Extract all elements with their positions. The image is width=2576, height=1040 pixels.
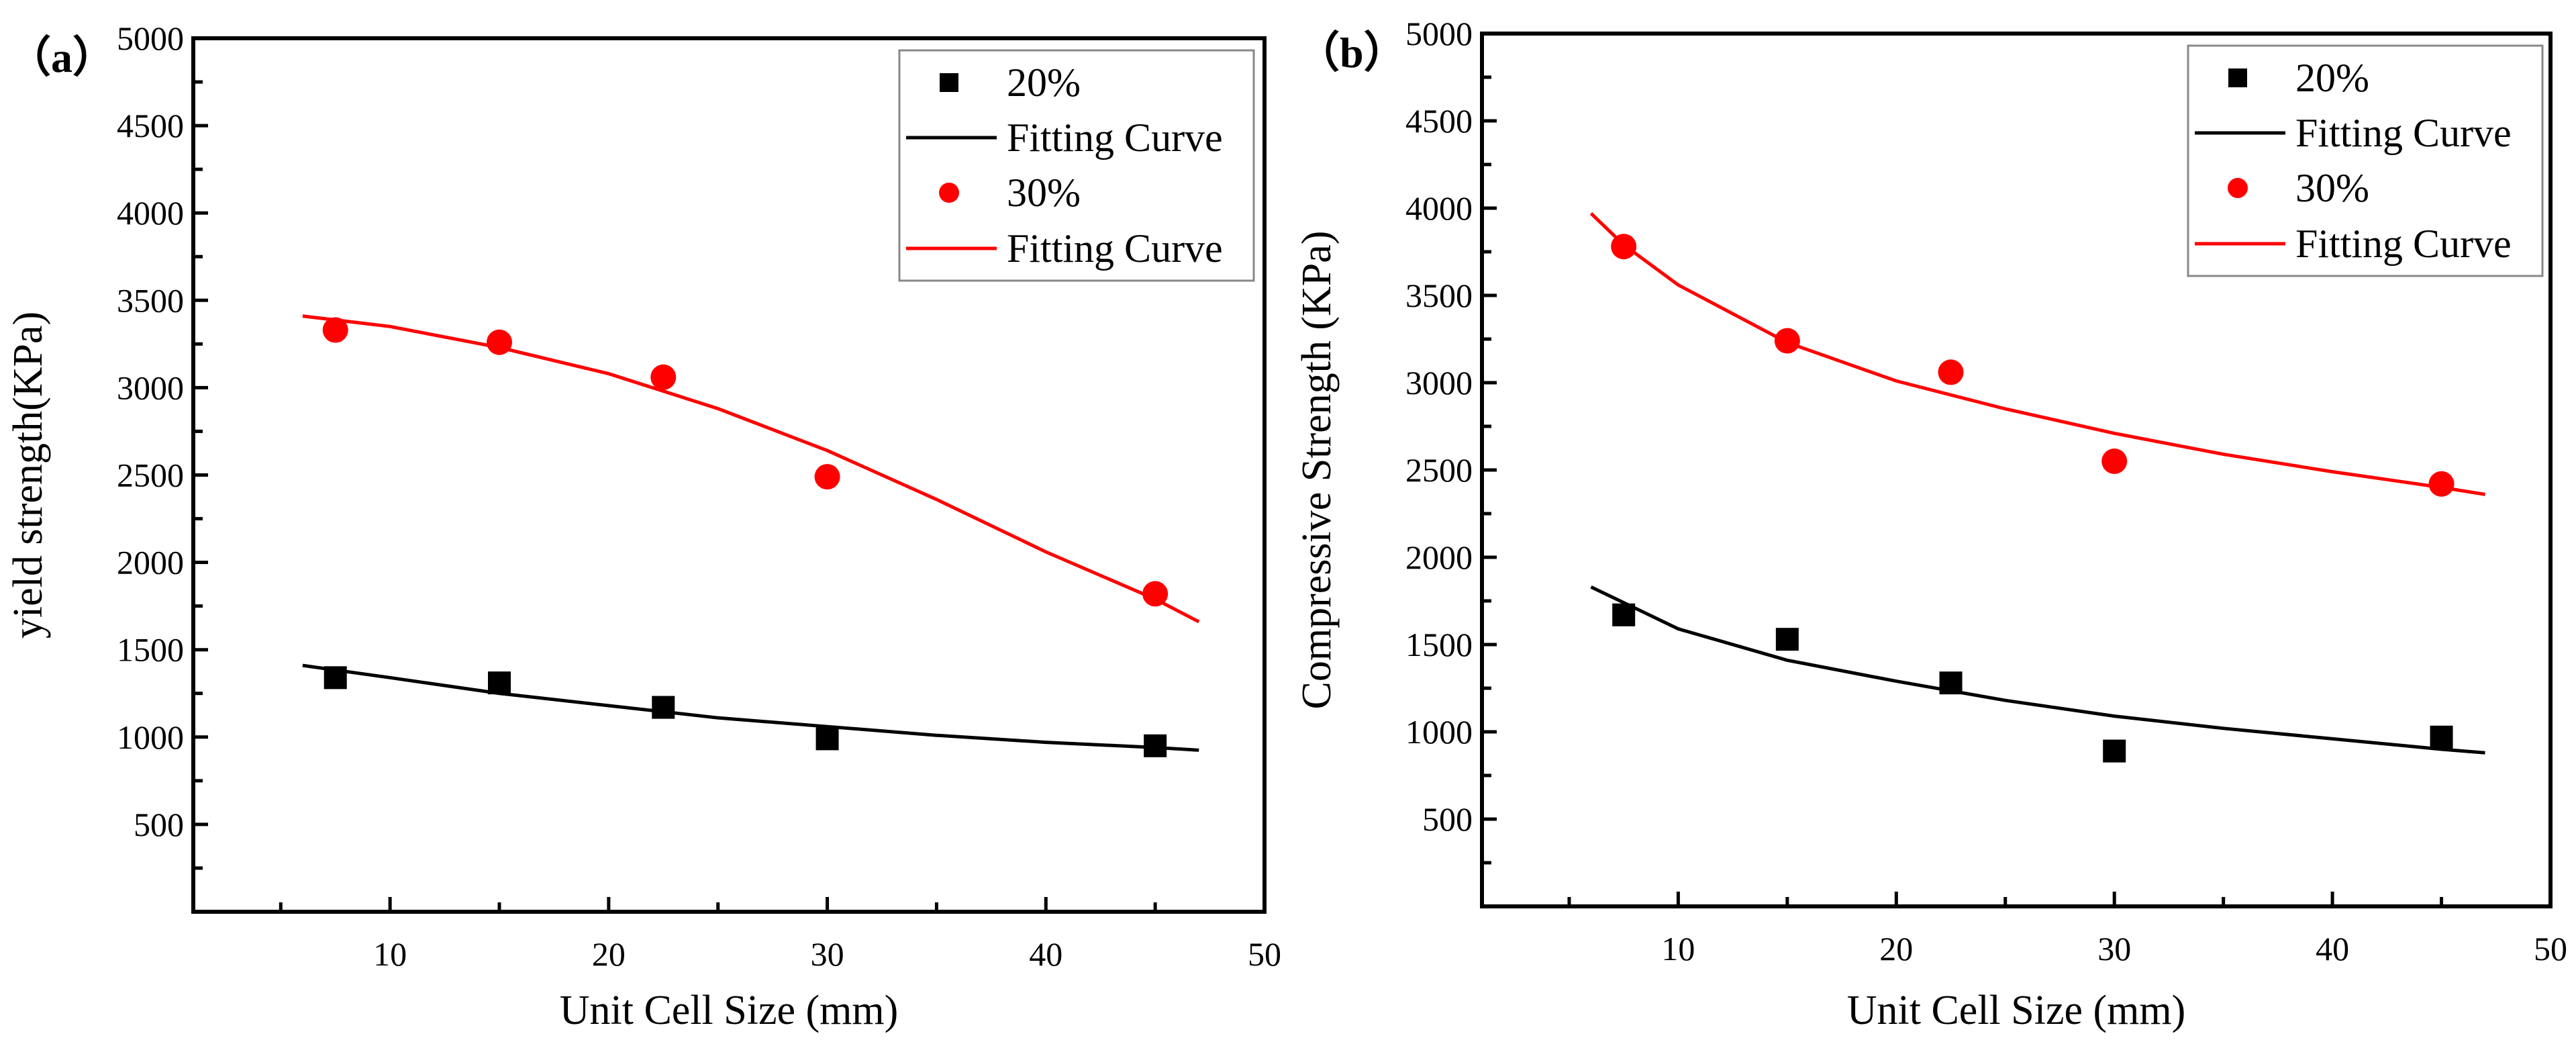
legend-square-marker	[940, 73, 958, 92]
legend-label: Fitting Curve	[2295, 111, 2512, 155]
legend-circle-marker	[2228, 178, 2248, 198]
legend-label: Fitting Curve	[1007, 226, 1223, 271]
legend-label: 20%	[2295, 56, 2369, 100]
fitting-curve-30pct	[1589, 211, 2485, 496]
data-point-square	[815, 727, 839, 751]
chart-panel-b: （b） 10 20 30 40 50 500 1000 1500 2000 2500 3000 3500…	[1294, 15, 2567, 1033]
y-tick-label: 500	[1422, 800, 1473, 838]
legend-label: 20%	[1007, 60, 1081, 105]
data-point-circle	[322, 317, 348, 343]
x-tick-label: 40	[1029, 935, 1062, 973]
y-tick-label: 2000	[117, 544, 184, 581]
x-axis-title: Unit Cell Size (mm)	[1847, 988, 2186, 1033]
data-point-square	[1144, 734, 1167, 757]
legend: 20% Fitting Curve 30% Fitting Curve	[2187, 44, 2544, 277]
x-tick-label: 30	[811, 935, 844, 973]
y-tick-label: 4500	[117, 107, 184, 144]
y-tick-label: 4000	[117, 194, 184, 232]
data-point-circle	[2428, 471, 2455, 497]
data-point-circle	[814, 464, 840, 490]
legend-label: Fitting Curve	[1007, 115, 1223, 160]
y-tick-label: 5000	[117, 19, 184, 57]
y-tick-label: 2500	[117, 457, 184, 494]
y-tick-label: 1500	[117, 631, 184, 669]
y-tick-label: 4000	[1405, 189, 1473, 227]
legend-label: Fitting Curve	[2295, 222, 2512, 266]
data-point-circle	[487, 329, 512, 355]
y-tick-label: 3000	[117, 369, 184, 406]
x-tick-label: 50	[2534, 930, 2567, 967]
legend-label: 30%	[2295, 166, 2369, 210]
y-tick-label: 500	[134, 806, 184, 843]
y-tick-label: 3500	[1405, 277, 1473, 314]
x-tick-label: 10	[373, 935, 407, 973]
y-tick-label: 2000	[1405, 538, 1473, 576]
legend-circle-marker	[939, 183, 959, 203]
fitting-curve-20pct	[302, 663, 1199, 752]
data-point-square	[1775, 628, 1799, 651]
data-point-circle	[1938, 359, 1964, 385]
x-tick-label: 20	[1879, 930, 1913, 967]
fitting-curve-20pct	[1590, 585, 2485, 755]
data-point-square	[1939, 671, 1963, 695]
panel-label: （b）	[1297, 29, 1407, 77]
y-tick-label: 3000	[1405, 364, 1473, 401]
legend-label: 30%	[1007, 171, 1081, 215]
x-tick-label: 30	[2097, 930, 2131, 967]
data-point-square	[1612, 603, 1636, 626]
y-tick-label: 1000	[1405, 713, 1473, 751]
x-tick-label: 10	[1661, 930, 1695, 967]
y-tick-label: 4500	[1405, 102, 1473, 140]
y-tick-label: 5000	[1405, 15, 1473, 52]
data-point-square	[2430, 725, 2453, 749]
data-point-circle	[650, 364, 677, 390]
data-point-square	[488, 671, 511, 695]
data-point-circle	[2101, 448, 2128, 474]
data-point-circle	[1774, 328, 1800, 354]
y-tick-label: 2500	[1405, 451, 1473, 489]
data-point-square	[2103, 739, 2126, 763]
fitting-curve-30pct	[302, 314, 1200, 624]
data-point-square	[652, 696, 675, 719]
legend: 20% Fitting Curve 30% Fitting Curve	[898, 49, 1255, 282]
y-tick-label: 3500	[117, 281, 184, 319]
y-tick-label: 1000	[117, 718, 184, 756]
y-axis-title: yield strength(KPa)	[5, 312, 51, 639]
chart-panel-a: （a） 10 20 30 40 50 500 1000 1500 2000 2500 3000 3500…	[5, 19, 1281, 1033]
data-point-square	[324, 666, 347, 690]
y-axis-title: Compressive Strength (KPa)	[1294, 231, 1340, 710]
panel-label: （a）	[8, 34, 115, 81]
legend-square-marker	[2228, 68, 2247, 87]
data-point-circle	[1142, 581, 1169, 607]
x-tick-label: 50	[1248, 935, 1281, 973]
x-axis-title: Unit Cell Size (mm)	[560, 988, 899, 1033]
data-point-circle	[1611, 234, 1637, 260]
y-tick-label: 1500	[1405, 626, 1473, 663]
x-tick-label: 40	[2316, 930, 2349, 967]
x-tick-label: 20	[592, 935, 626, 973]
